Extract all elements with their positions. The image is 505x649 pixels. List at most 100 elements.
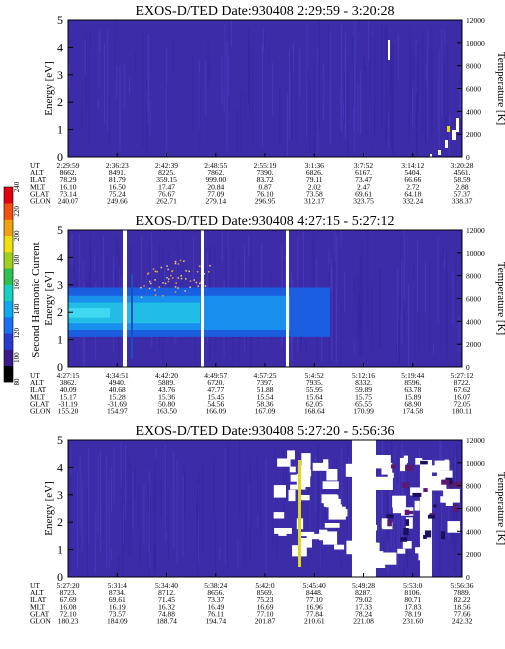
colorbar-tick-label: 220 (13, 206, 21, 217)
texture-streak (110, 466, 112, 512)
table-cell: 8596. (404, 378, 421, 387)
band-core (68, 302, 200, 324)
texture-streak (381, 473, 383, 514)
table-cell: 6720. (207, 378, 224, 387)
texture-streak (100, 233, 102, 255)
texture-streak (262, 27, 264, 51)
texture-streak (115, 65, 117, 98)
texture-streak (450, 286, 452, 314)
table-cell: 73.37 (207, 595, 224, 604)
texture-streak (397, 33, 399, 81)
table-cell: 184.09 (107, 617, 128, 626)
texture-streak (313, 231, 315, 314)
table-cell: 15.75 (355, 392, 372, 401)
texture-streak (306, 24, 308, 139)
table-cell: 15.64 (306, 392, 323, 401)
texture-streak (365, 66, 367, 136)
table-cell: 2:55:19 (254, 161, 277, 170)
texture-streak (150, 497, 151, 553)
white-blob (381, 518, 388, 529)
texture-streak (442, 246, 444, 261)
texture-streak (130, 462, 132, 557)
texture-streak (441, 28, 443, 116)
y-tick-label: 1 (57, 543, 63, 557)
table-row-label: GLON (30, 617, 51, 626)
y-tick-label: 3 (57, 68, 63, 82)
table-cell: 15.89 (404, 392, 421, 401)
table-cell: 58.59 (454, 175, 471, 184)
texture-streak (243, 538, 245, 566)
table-cell: 4:42:20 (155, 371, 178, 380)
texture-streak (116, 236, 118, 257)
colorbar-segment (4, 333, 13, 350)
texture-streak (125, 445, 127, 518)
texture-streak (418, 266, 420, 350)
scatter-dot (147, 273, 149, 275)
y-tick-label: 0 (57, 570, 63, 584)
table-cell: 5:4:52 (305, 371, 324, 380)
table-cell: 77.10 (257, 609, 274, 618)
texture-streak (317, 48, 319, 155)
texture-streak (415, 39, 417, 94)
white-blob (306, 469, 312, 477)
texture-streak (135, 52, 137, 71)
texture-streak (98, 32, 100, 88)
y-right-tick-label: 4000 (466, 527, 481, 536)
scatter-dot (154, 279, 156, 281)
table-cell: 167.09 (255, 407, 276, 416)
y-right-tick-label: 12000 (466, 16, 485, 25)
table-cell: 201.87 (255, 617, 276, 626)
texture-streak (334, 230, 336, 263)
colorbar-tick-label: 80 (13, 378, 21, 386)
texture-streak (340, 88, 342, 130)
table-cell: 4561. (454, 168, 471, 177)
table-row-label: MLT (30, 182, 46, 191)
texture-streak (142, 31, 144, 148)
texture-streak (115, 267, 117, 302)
texture-streak (386, 451, 388, 539)
white-blob (319, 529, 328, 541)
texture-streak (355, 45, 357, 153)
texture-streak (143, 484, 145, 544)
texture-streak (381, 23, 383, 130)
texture-streak (221, 230, 223, 263)
texture-streak (390, 440, 392, 478)
table-cell: 3:14:12 (401, 161, 424, 170)
texture-streak (146, 78, 148, 92)
table-cell: 17.33 (355, 602, 372, 611)
table-cell: 249.66 (107, 197, 128, 206)
texture-streak (127, 454, 129, 554)
scatter-dot (198, 265, 201, 267)
texture-streak (448, 486, 450, 539)
colorbar-tick-label: 240 (13, 181, 21, 192)
texture-streak (117, 20, 119, 36)
texture-streak (330, 258, 332, 293)
dark-patch (427, 514, 435, 519)
texture-streak (343, 102, 344, 119)
table-cell: 58.36 (257, 399, 274, 408)
table-cell: 8225. (158, 168, 175, 177)
texture-streak (319, 20, 320, 132)
white-blob (414, 500, 420, 511)
white-blob (410, 487, 422, 496)
texture-streak (408, 112, 410, 141)
table-cell: 2.72 (406, 182, 419, 191)
texture-streak (248, 28, 250, 104)
texture-streak (374, 106, 375, 137)
texture-streak (412, 86, 414, 127)
texture-streak (386, 23, 388, 140)
y-right-tick-label: 4000 (466, 107, 481, 116)
scatter-dot (179, 259, 182, 262)
texture-streak (307, 68, 309, 142)
scatter-dot (174, 286, 177, 288)
table-cell: 5:38:24 (204, 581, 227, 590)
texture-streak (367, 288, 369, 332)
texture-streak (138, 483, 140, 529)
table-cell: 163.50 (156, 407, 177, 416)
table-cell: 73.57 (109, 609, 126, 618)
y-tick-label: 5 (57, 13, 63, 27)
white-blob (338, 509, 348, 517)
texture-streak (391, 494, 393, 519)
scatter-dot (189, 280, 192, 282)
texture-streak (287, 93, 289, 157)
